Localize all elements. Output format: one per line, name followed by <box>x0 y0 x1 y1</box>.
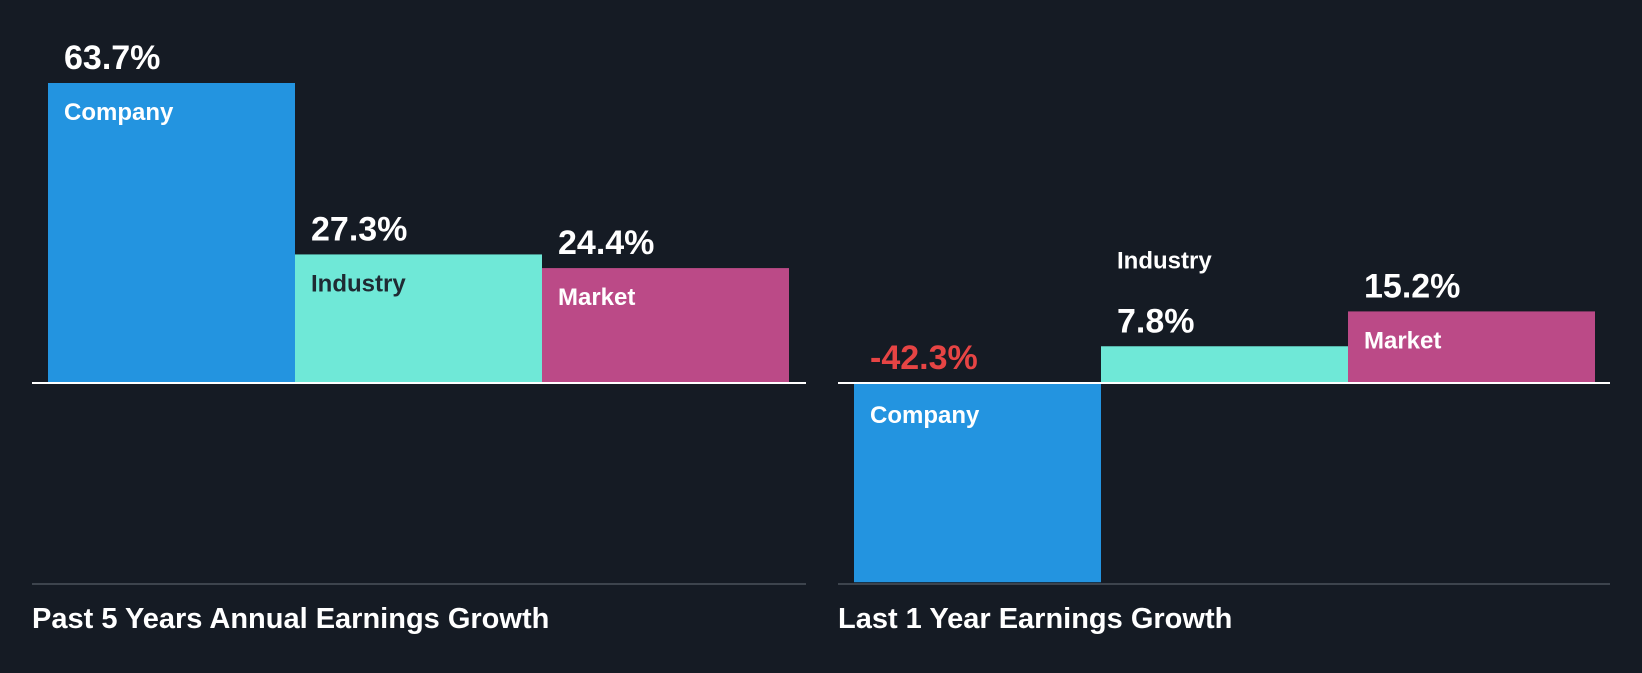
last-1y-industry-bar <box>1101 346 1348 383</box>
past-5y-company-value-label: 63.7% <box>64 39 160 77</box>
past-5y-market-bar <box>542 268 789 383</box>
last-1y-company-value-label: -42.3% <box>870 339 978 377</box>
past-5y-market-value-label: 24.4% <box>558 224 654 262</box>
past-5y-industry-bar <box>295 254 542 383</box>
last-1y-company-bar <box>854 383 1101 583</box>
last-1y-company-category-label: Company <box>870 402 980 429</box>
last-1y-industry-value-label: 7.8% <box>1117 302 1195 340</box>
last-1y-market-value-label: 15.2% <box>1364 267 1460 305</box>
past-5y-company-bar <box>48 83 295 383</box>
past-5y-market-category-label: Market <box>558 284 635 311</box>
past-5-years-chart-title: Past 5 Years Annual Earnings Growth <box>32 603 550 635</box>
last-1y-market-category-label: Market <box>1364 327 1441 354</box>
past-5y-company-category-label: Company <box>64 99 174 126</box>
past-5y-industry-value-label: 27.3% <box>311 210 407 248</box>
last-1y-market-bar <box>1348 311 1595 383</box>
last-1-year-chart-title: Last 1 Year Earnings Growth <box>838 603 1233 635</box>
last-1y-industry-category-label: Industry <box>1117 247 1212 274</box>
past-5y-industry-category-label: Industry <box>311 270 406 297</box>
